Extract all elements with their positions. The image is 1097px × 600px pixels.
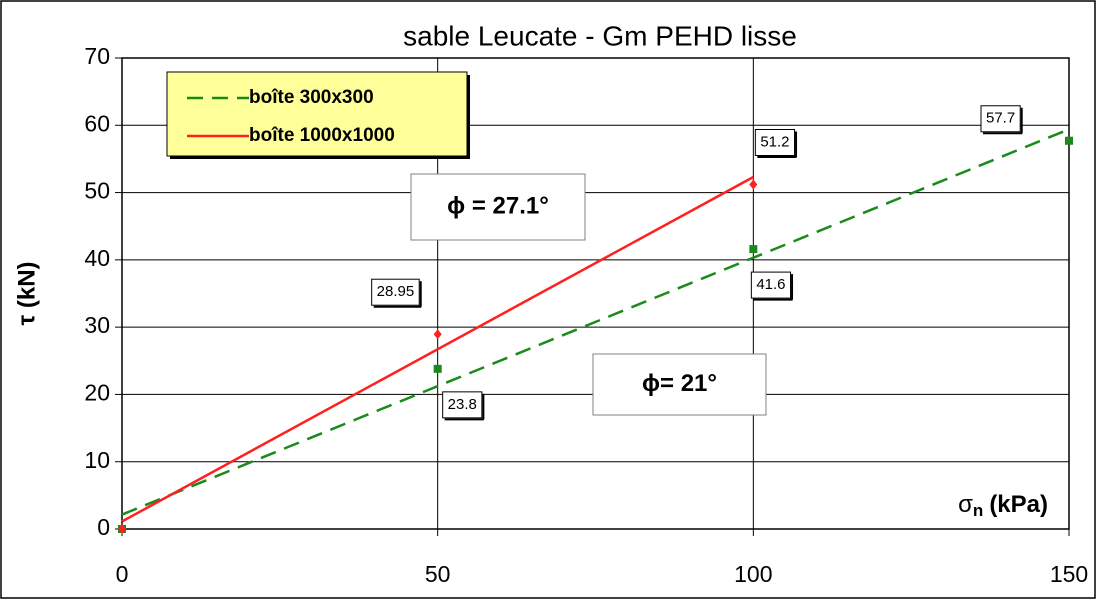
- x-tick-label: 50: [425, 561, 451, 587]
- x-label-symbol: σ: [958, 491, 973, 518]
- chart-title: sable Leucate - Gm PEHD lisse: [403, 20, 797, 51]
- trend-line: [121, 175, 754, 523]
- x-tick-label: 0: [116, 561, 129, 587]
- y-tick-label: 50: [84, 178, 110, 204]
- data-label: 23.8: [448, 396, 477, 413]
- x-label-unit: (kPa): [989, 491, 1048, 518]
- data-label: 51.2: [760, 133, 789, 150]
- x-axis-label: σn (kPa): [958, 491, 1048, 520]
- y-axis-label: τ (kN): [13, 261, 40, 325]
- legend-label: boîte 1000x1000: [249, 125, 395, 146]
- data-label-group: 57.7: [980, 105, 1023, 135]
- legend-box: [166, 71, 468, 157]
- point: [118, 524, 126, 534]
- y-tick-label: 40: [84, 245, 110, 271]
- legend-label: boîte 300x300: [249, 87, 374, 108]
- point: [749, 245, 758, 254]
- annotation-box: [410, 173, 586, 241]
- data-label-group: 23.8: [442, 391, 485, 421]
- point: [749, 179, 758, 190]
- data-label-box: [980, 105, 1021, 133]
- point: [1065, 136, 1073, 145]
- data-label-group: 51.2: [754, 128, 798, 158]
- annotation: ϕ = 27.1°: [447, 192, 549, 219]
- x-tick-label: 100: [734, 561, 772, 587]
- annotation-box: [592, 353, 767, 416]
- y-tick-label: 0: [97, 514, 110, 540]
- data-label-box: [371, 278, 420, 306]
- data-label-box: [754, 128, 796, 156]
- data-label: 28.95: [377, 283, 415, 300]
- data-label: 57.7: [986, 110, 1015, 127]
- data-label-box: [750, 271, 792, 299]
- y-tick-label: 60: [84, 110, 110, 136]
- x-tick-label: 150: [1050, 561, 1088, 587]
- y-tick-label: 10: [84, 447, 110, 473]
- data-label-group: 41.6: [750, 271, 794, 301]
- data-label-group: 28.95: [371, 278, 422, 308]
- trend-line: [121, 128, 1070, 516]
- data-label-box: [442, 391, 483, 419]
- y-tick-label: 30: [84, 312, 110, 338]
- data-label: 41.6: [756, 276, 785, 293]
- y-tick-label: 70: [84, 43, 110, 69]
- x-label-subscript: n: [973, 501, 983, 520]
- y-tick-label: 20: [84, 380, 110, 406]
- point: [433, 364, 442, 373]
- point: [433, 329, 442, 340]
- annotation: ϕ= 21°: [642, 370, 717, 397]
- plot-border: [121, 57, 1070, 530]
